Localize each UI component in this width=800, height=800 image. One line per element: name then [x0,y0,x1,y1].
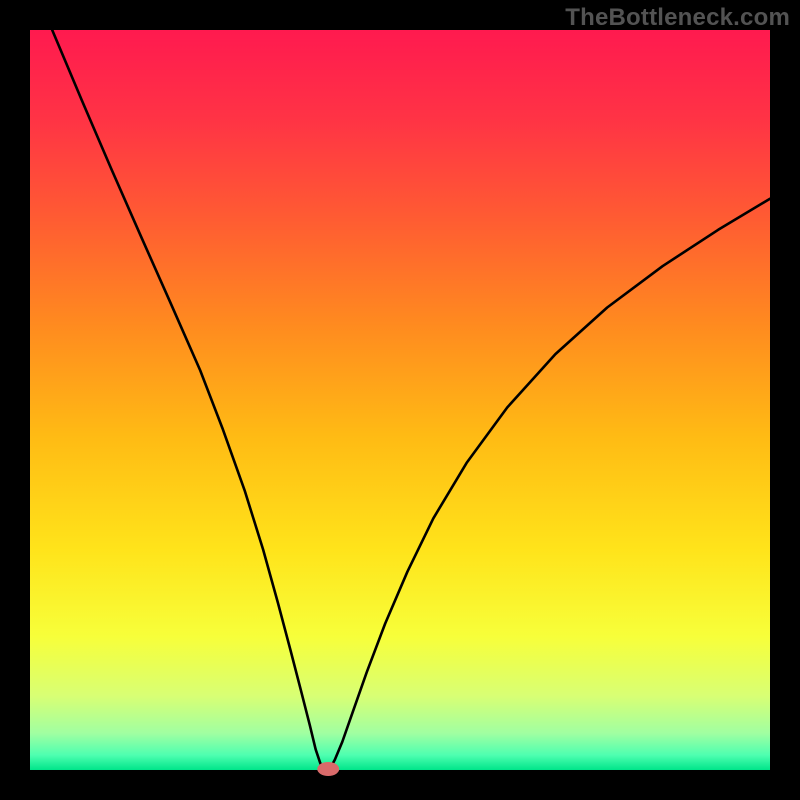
bottleneck-chart [0,0,800,800]
minimum-marker [317,762,339,776]
plot-background [30,30,770,770]
watermark-label: TheBottleneck.com [565,4,790,32]
chart-frame: TheBottleneck.com [0,0,800,800]
